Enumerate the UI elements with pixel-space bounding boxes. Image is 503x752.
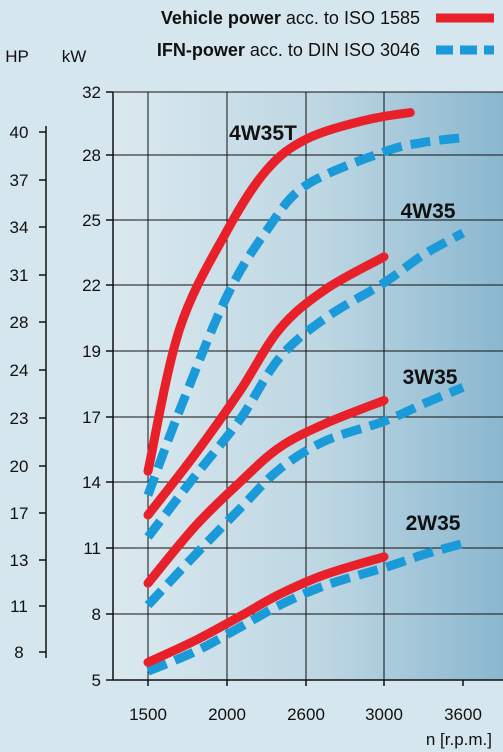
axes: 5 8 11 14 17 19 22 25 28 32 8 11 13 17 20 23 24 28 31 34 37 4… — [5, 47, 503, 749]
hp-tick-label: 40 — [10, 123, 29, 142]
x-tick-label: 1500 — [129, 705, 167, 724]
hp-tick-label: 13 — [10, 551, 29, 570]
hp-tick-label: 24 — [10, 361, 29, 380]
ifn-power-line-3w35 — [144, 383, 465, 609]
hp-tick-label: 28 — [10, 313, 29, 332]
x-tick-label: 2600 — [287, 705, 325, 724]
ifn-power-line-4w35 — [144, 229, 466, 540]
model-label-2w35: 2W35 — [406, 512, 461, 535]
model-label-4w35: 4W35 — [401, 200, 456, 223]
labels: 4W35T 4W35 3W35 2W35 — [229, 122, 461, 535]
hp-tick-label: 20 — [10, 457, 29, 476]
hp-tick-label: 37 — [10, 171, 29, 190]
kw-tick-label: 17 — [82, 408, 101, 427]
legend-entry-rest: acc. to DIN ISO 3046 — [245, 40, 420, 60]
series-group — [143, 108, 466, 676]
ifn-power-line-2w35 — [146, 539, 465, 676]
x-tick-label: 3000 — [365, 705, 403, 724]
legend-entry-bold: IFN-power — [157, 40, 245, 60]
model-label-3w35: 3W35 — [403, 366, 458, 389]
legend-entry-rest: acc. to ISO 1585 — [281, 8, 420, 28]
hp-tick-label: 17 — [10, 504, 29, 523]
legend-entry-text: IFN-power acc. to DIN ISO 3046 — [157, 40, 420, 60]
legend-entry-text: Vehicle power acc. to ISO 1585 — [161, 8, 420, 28]
legend: Vehicle power acc. to ISO 1585 IFN-power … — [157, 8, 494, 60]
ifn-power-line-4w35t — [143, 133, 464, 497]
x-tick-label: 2000 — [208, 705, 246, 724]
vehicle-power-line-2w35 — [143, 552, 389, 667]
kw-tick-label: 28 — [82, 146, 101, 165]
x-tick-label: 3600 — [444, 705, 482, 724]
vehicle-power-line-4w35 — [143, 252, 389, 520]
x-axis-title: n [r.p.m.] — [426, 730, 492, 749]
vehicle-power-line-4w35t — [143, 108, 415, 476]
model-label-4w35t: 4W35T — [229, 122, 297, 145]
hp-tick-label: 23 — [10, 409, 29, 428]
kw-tick-label: 8 — [92, 605, 101, 624]
hp-tick-label: 11 — [10, 597, 28, 616]
hp-tick-label: 8 — [14, 643, 23, 662]
kw-tick-label: 32 — [82, 83, 101, 102]
kw-tick-label: 25 — [82, 211, 101, 230]
kw-tick-label: 22 — [82, 276, 101, 295]
kw-tick-label: 5 — [92, 671, 101, 690]
hp-tick-label: 31 — [10, 266, 29, 285]
hp-unit-label: HP — [5, 47, 29, 66]
kw-tick-label: 11 — [83, 539, 101, 558]
vehicle-power-line-3w35 — [143, 396, 389, 588]
hp-tick-label: 34 — [10, 218, 29, 237]
kw-tick-label: 14 — [82, 473, 101, 492]
kw-unit-label: kW — [62, 47, 87, 66]
kw-tick-label: 19 — [82, 342, 101, 361]
legend-entry-bold: Vehicle power — [161, 8, 281, 28]
